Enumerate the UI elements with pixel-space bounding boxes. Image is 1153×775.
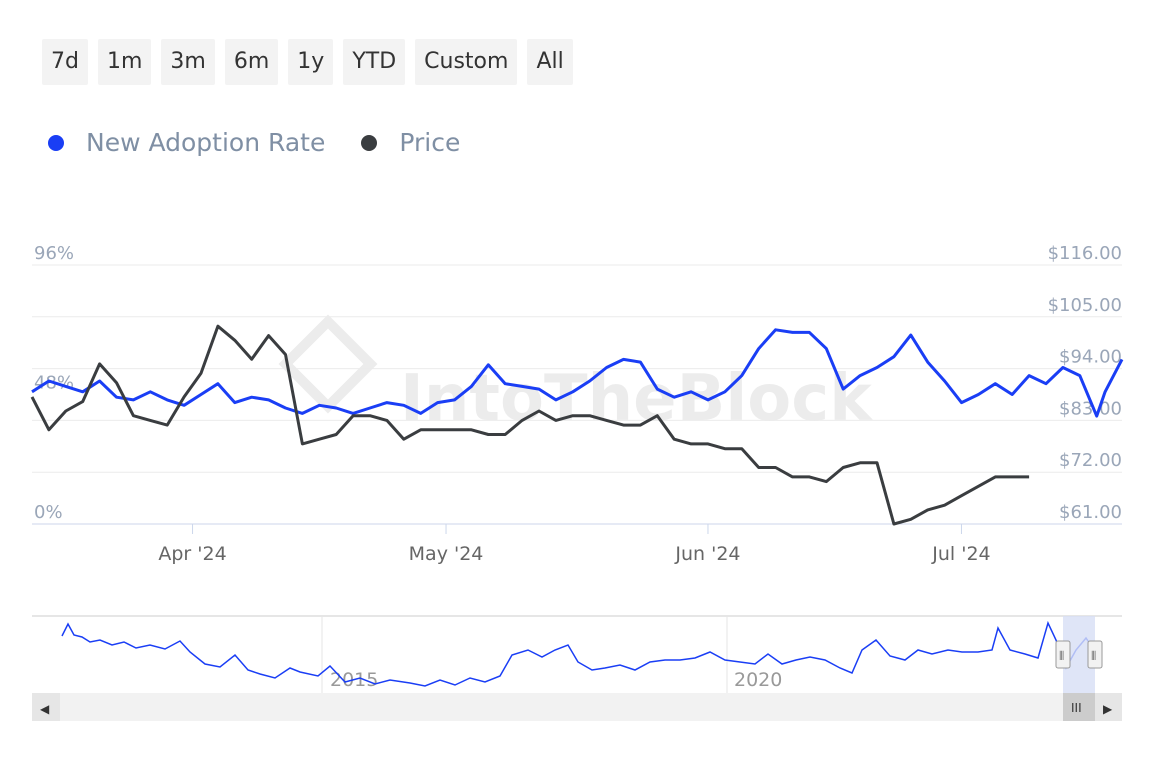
y-right-tick-label: $72.00 <box>1059 450 1122 471</box>
y-right-tick-label: $83.00 <box>1059 398 1122 419</box>
scroll-right-button[interactable] <box>1095 693 1122 721</box>
range-button-custom[interactable]: Custom <box>415 39 518 85</box>
y-left-tick-label: 96% <box>34 243 74 264</box>
y-left-tick-label: 0% <box>34 502 63 523</box>
legend-marker-adoption <box>48 134 64 151</box>
grid-lines <box>32 264 1122 525</box>
x-tick-label: Apr '24 <box>158 543 226 565</box>
range-button-1m[interactable]: 1m <box>97 39 152 85</box>
navigator-handle-right[interactable]: ⦀ <box>1087 640 1103 669</box>
legend-label-adoption: New Adoption Rate <box>86 128 326 157</box>
scroll-left-arrow-icon: ◀ <box>40 702 50 716</box>
range-button-1y[interactable]: 1y <box>288 39 334 85</box>
range-button-7d[interactable]: 7d <box>42 39 88 85</box>
y-right-tick-label: $94.00 <box>1059 347 1122 368</box>
x-axis: Apr '24 May '24 Jun '24 Jul '24 <box>158 524 991 565</box>
scrollbar: ◀ III ▶ <box>32 693 1122 721</box>
scroll-left-button[interactable] <box>32 693 60 721</box>
series-line-adoption-rate <box>31 328 1124 418</box>
navigator-label-2020: 2020 <box>734 669 782 691</box>
chart-legend: New Adoption Rate Price <box>48 128 496 157</box>
navigator: 2015 2020 ⦀ ⦀ <box>32 615 1122 693</box>
navigator-handle-left[interactable]: ⦀ <box>1055 640 1071 669</box>
navigator-handle-right-grip: ⦀ <box>1091 649 1096 663</box>
scrollbar-track[interactable] <box>32 693 1122 721</box>
x-tick-label: Jun '24 <box>674 543 740 565</box>
range-button-all[interactable]: All <box>527 39 573 85</box>
range-button-3m[interactable]: 3m <box>161 39 215 85</box>
watermark: IntoTheBlock <box>278 314 873 436</box>
navigator-series <box>61 620 1095 687</box>
range-selector: 7d 1m 3m 6m 1y YTD Custom All <box>42 39 583 85</box>
y-right-tick-label: $105.00 <box>1048 295 1122 316</box>
range-button-ytd[interactable]: YTD <box>343 39 406 85</box>
range-button-6m[interactable]: 6m <box>224 39 279 85</box>
legend-marker-price <box>361 134 378 151</box>
scrollbar-thumb-grip-icon: III <box>1071 701 1082 715</box>
legend-label-price: Price <box>399 128 461 157</box>
navigator-handle-left-grip: ⦀ <box>1059 649 1064 663</box>
series-group <box>30 324 1124 526</box>
legend-item-adoption[interactable]: New Adoption Rate <box>48 128 325 157</box>
y-right-tick-label: $61.00 <box>1059 502 1122 523</box>
scroll-right-arrow-icon: ▶ <box>1103 702 1113 716</box>
legend-item-price[interactable]: Price <box>361 128 460 157</box>
series-line-price <box>30 324 1030 526</box>
scrollbar-thumb[interactable] <box>1063 693 1095 721</box>
y-right-tick-label: $116.00 <box>1048 243 1122 264</box>
x-tick-label: May '24 <box>409 543 484 565</box>
y-axis-right: $61.00 $72.00 $83.00 $94.00 $105.00 $116.00 <box>1048 243 1122 523</box>
x-tick-label: Jul '24 <box>931 543 990 565</box>
